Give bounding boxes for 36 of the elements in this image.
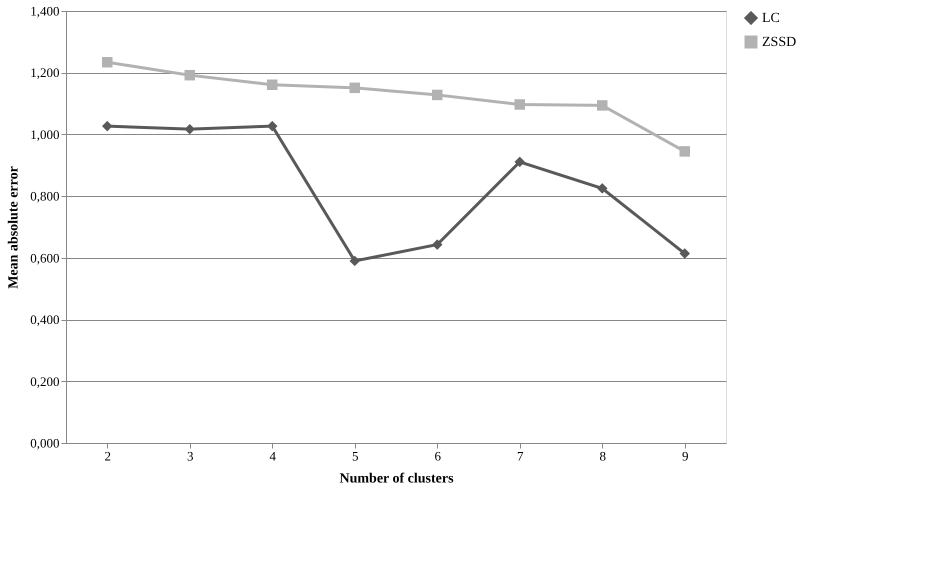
point — [680, 146, 690, 157]
point — [350, 82, 360, 94]
point — [184, 124, 195, 134]
point — [432, 239, 442, 250]
point — [267, 120, 278, 132]
y-tick-label: 1,000 — [30, 126, 60, 142]
y-tick-label: 0,000 — [30, 436, 60, 450]
y-tick-label: 1,400 — [30, 4, 60, 18]
x-tick-label: 8 — [600, 448, 606, 464]
x-axis-title: Number of clusters — [339, 472, 454, 486]
y-tick-label: 1,200 — [30, 65, 60, 80]
y-tick-label: 0,200 — [30, 374, 60, 389]
y-axis-title: Mean absolute error — [6, 166, 22, 289]
point — [102, 56, 112, 68]
y-tick-label: 0,600 — [30, 250, 60, 266]
x-tick-label: 2 — [104, 448, 111, 464]
x-tick-label: 6 — [434, 448, 442, 464]
x-tick-label: 9 — [682, 448, 688, 464]
point — [680, 248, 690, 259]
point — [432, 90, 442, 100]
x-tick-label: 3 — [187, 448, 194, 464]
point — [514, 99, 525, 110]
point — [267, 80, 278, 90]
point — [597, 183, 608, 194]
point — [597, 100, 608, 111]
legend-label: LC — [762, 11, 780, 26]
y-tick-label: 0,400 — [30, 312, 60, 328]
point — [102, 120, 112, 132]
point — [184, 70, 195, 80]
x-tick-label: 7 — [517, 448, 524, 464]
point — [514, 156, 525, 168]
y-tick-label: 0,800 — [30, 188, 60, 204]
x-tick-label: 4 — [270, 448, 276, 464]
x-tick-label: 5 — [352, 448, 358, 464]
legend-label: ZSSD — [762, 35, 796, 50]
point — [350, 256, 360, 266]
